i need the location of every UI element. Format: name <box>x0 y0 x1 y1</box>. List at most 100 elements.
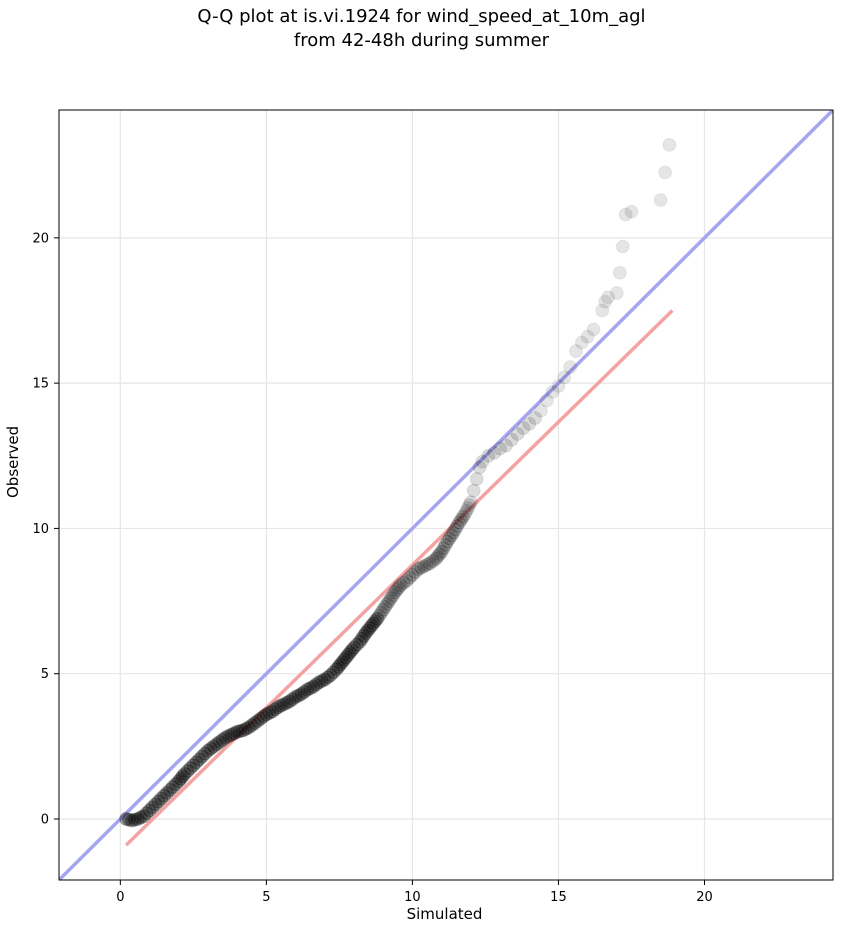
quantile-point <box>440 534 455 549</box>
quantile-point <box>504 432 519 447</box>
quantile-point <box>162 782 177 797</box>
quantile-point <box>586 322 601 337</box>
quantile-point <box>329 662 344 677</box>
quantile-point <box>343 645 358 660</box>
quantile-point <box>372 608 387 623</box>
quantile-point <box>662 137 677 152</box>
quantile-point <box>241 720 256 735</box>
quantile-point <box>265 704 280 719</box>
y-tick-label: 5 <box>41 667 49 682</box>
y-axis-label: Observed <box>4 425 22 498</box>
quantile-point <box>460 501 475 516</box>
quantile-point <box>459 503 474 518</box>
quantile-point <box>323 668 338 683</box>
quantile-point <box>434 544 449 559</box>
quantile-point <box>368 613 383 628</box>
quantile-point <box>133 810 148 825</box>
quantile-point <box>366 616 381 631</box>
quantile-point <box>186 758 201 773</box>
quantile-point <box>215 732 230 747</box>
quantile-point <box>658 165 673 180</box>
chart-subtitle: from 42-48h during summer <box>293 30 550 51</box>
quantile-point <box>516 421 531 436</box>
quantile-point <box>498 438 513 453</box>
quantile-point <box>273 698 288 713</box>
quantile-point <box>454 512 469 527</box>
quantile-point <box>288 689 303 704</box>
quantile-point <box>180 764 195 779</box>
quantile-point <box>387 585 402 600</box>
quantile-point <box>376 602 391 617</box>
reference-lines <box>59 110 833 880</box>
quantile-point <box>346 640 361 655</box>
quantile-point <box>268 702 283 717</box>
quantile-point <box>405 567 420 582</box>
quantile-point <box>382 594 397 609</box>
quantile-point <box>510 426 525 441</box>
quantile-point <box>151 794 166 809</box>
quantile-point <box>411 562 426 577</box>
quantile-point <box>160 785 175 800</box>
quantile-point <box>472 460 487 475</box>
quantile-point <box>463 495 478 510</box>
quantile-point <box>256 709 271 724</box>
quantile-point <box>374 605 389 620</box>
data-points <box>119 137 677 828</box>
quantile-point <box>574 335 589 350</box>
quantile-point <box>136 809 151 824</box>
quantile-point <box>481 448 496 463</box>
quantile-point <box>303 681 318 696</box>
quantile-point <box>385 588 400 603</box>
quantile-point <box>352 634 367 649</box>
quantile-point <box>306 679 321 694</box>
quantile-point <box>189 755 204 770</box>
quantile-point <box>533 403 548 418</box>
fit-line <box>124 309 674 847</box>
quantile-point <box>192 752 207 767</box>
quantile-point <box>370 611 385 626</box>
quantile-point <box>456 509 471 524</box>
quantile-point <box>362 621 377 636</box>
quantile-point <box>206 739 221 754</box>
quantile-point <box>119 811 134 826</box>
quantile-point <box>203 741 218 756</box>
x-tick-label: 20 <box>696 890 713 905</box>
quantile-point <box>402 570 417 585</box>
quantile-point <box>393 578 408 593</box>
quantile-point <box>250 713 265 728</box>
quantile-point <box>271 700 286 715</box>
y-tick-label: 10 <box>32 522 49 537</box>
quantile-point <box>227 726 242 741</box>
quantile-point <box>389 582 404 597</box>
quantile-point <box>438 537 453 552</box>
quantile-point <box>624 204 639 219</box>
quantile-point <box>380 596 395 611</box>
plot-frame <box>58 109 834 881</box>
quantile-point <box>452 515 467 530</box>
quantile-point <box>230 724 245 739</box>
quantile-point <box>259 707 274 722</box>
quantile-point <box>175 769 190 784</box>
quantile-point <box>224 727 239 742</box>
quantile-point <box>314 673 329 688</box>
quantile-point <box>183 761 198 776</box>
quantile-point <box>212 734 227 749</box>
quantile-point <box>148 797 163 812</box>
quantile-point <box>238 721 253 736</box>
quantile-point <box>145 800 160 815</box>
quantile-point <box>262 705 277 720</box>
quantile-point <box>528 411 543 425</box>
quantile-point <box>285 692 300 707</box>
quantile-point <box>383 591 398 606</box>
quantile-point <box>221 729 236 744</box>
quantile-point <box>446 525 461 540</box>
quantile-point <box>436 541 451 556</box>
quantile-point <box>341 647 356 662</box>
quantile-point <box>420 557 435 572</box>
quantile-point <box>414 560 429 575</box>
quantile-point <box>557 370 572 385</box>
quantile-point <box>475 454 490 469</box>
quantile-point <box>244 718 259 733</box>
quantile-point <box>171 774 186 789</box>
